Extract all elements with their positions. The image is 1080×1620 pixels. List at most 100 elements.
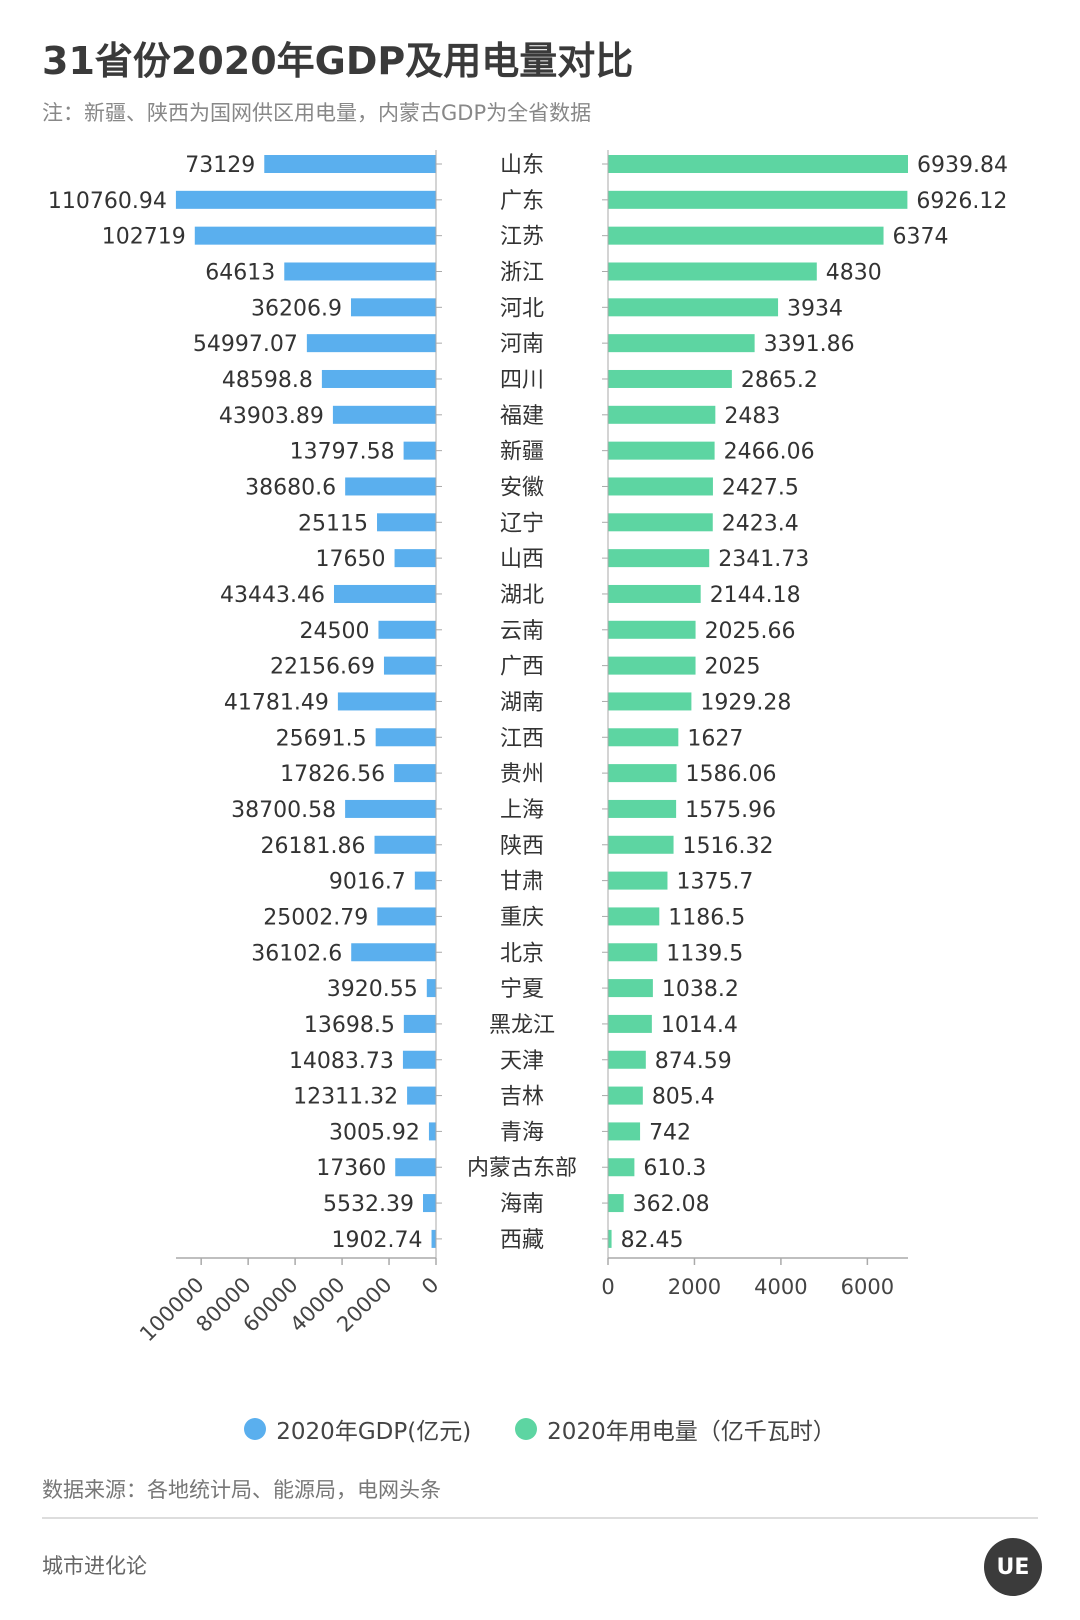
category-label: 河南 [500, 332, 544, 357]
power-bar [608, 549, 710, 568]
power-tick-label: 6000 [841, 1275, 894, 1299]
power-value-label: 1038.2 [662, 977, 739, 1002]
gdp-value-label: 1902.74 [332, 1228, 423, 1253]
category-label: 陕西 [500, 834, 544, 859]
gdp-value-label: 73129 [185, 153, 255, 178]
power-bar [608, 405, 716, 424]
gdp-bar [284, 262, 436, 281]
legend-label-power: 2020年用电量（亿千瓦时） [547, 1419, 836, 1445]
category-label: 甘肃 [500, 870, 544, 895]
power-bar [608, 1229, 612, 1248]
gdp-bar [306, 334, 436, 353]
power-value-label: 2483 [724, 404, 780, 429]
gdp-value-label: 38680.6 [245, 475, 336, 500]
power-bar-group: 6939.84 6926.12 6374 4830 3934 3391.86 2865.2 2… [608, 153, 1008, 1253]
category-label: 云南 [500, 619, 544, 644]
gdp-value-label: 43443.46 [220, 583, 325, 608]
category-label: 浙江 [500, 260, 544, 285]
power-value-label: 2865.2 [741, 368, 818, 393]
power-value-label: 2144.18 [710, 583, 801, 608]
power-bar [608, 584, 701, 603]
data-source: 数据来源：各地统计局、能源局，电网头条 [42, 1478, 441, 1502]
category-label: 福建 [500, 404, 544, 429]
gdp-value-label: 14083.73 [289, 1049, 394, 1074]
gdp-bar [414, 871, 436, 890]
power-bar [608, 298, 779, 317]
power-value-label: 6939.84 [917, 153, 1008, 178]
power-value-label: 2025 [705, 655, 761, 680]
category-label: 贵州 [500, 762, 544, 787]
power-value-label: 2466.06 [724, 440, 815, 465]
gdp-bar [337, 692, 436, 711]
gdp-value-label: 64613 [205, 260, 275, 285]
gdp-value-label: 17650 [316, 547, 386, 572]
gdp-bar-group: 73129 110760.94 102719 64613 36206.9 54997.07… [48, 153, 436, 1253]
gdp-bar [333, 584, 436, 603]
power-tick-label: 2000 [668, 1275, 721, 1299]
power-value-label: 2341.73 [718, 547, 809, 572]
power-bar [608, 334, 755, 353]
brand-logo: UE [984, 1538, 1042, 1596]
gdp-bar [431, 1229, 436, 1248]
power-bar [608, 835, 674, 854]
chart-subtitle: 注：新疆、陕西为国网供区用电量，内蒙古GDP为全省数据 [42, 101, 592, 125]
legend: 2020年GDP(亿元) 2020年用电量（亿千瓦时） [0, 1412, 1080, 1446]
category-label: 山东 [500, 153, 544, 178]
gdp-bar [351, 943, 436, 962]
power-value-label: 82.45 [621, 1228, 684, 1253]
power-value-label: 2427.5 [722, 475, 799, 500]
power-bar [608, 190, 908, 209]
legend-item-power[interactable]: 2020年用电量（亿千瓦时） [515, 1412, 836, 1446]
power-bar [608, 871, 668, 890]
power-bar [608, 1122, 641, 1141]
chart-title: 31省份2020年GDP及用电量对比 [42, 39, 634, 83]
legend-item-gdp[interactable]: 2020年GDP(亿元) [244, 1412, 471, 1446]
category-label: 江西 [500, 726, 544, 751]
gdp-bar [428, 1122, 436, 1141]
gdp-value-label: 25002.79 [263, 905, 368, 930]
power-bar [608, 477, 713, 496]
gdp-value-label: 54997.07 [193, 332, 298, 357]
power-value-label: 610.3 [643, 1156, 706, 1181]
gdp-value-label: 12311.32 [293, 1085, 398, 1110]
gdp-bar [375, 728, 436, 747]
gdp-tick-label: 100000 [135, 1273, 209, 1347]
gdp-value-label: 13698.5 [304, 1013, 395, 1038]
gdp-bar [403, 1014, 436, 1033]
power-bar [608, 764, 677, 783]
gdp-bar [395, 1158, 436, 1177]
power-bar [608, 226, 884, 245]
brand-name: 城市进化论 [42, 1554, 147, 1578]
power-bar [608, 799, 677, 818]
power-bar [608, 692, 692, 711]
power-value-label: 3934 [787, 296, 843, 321]
gdp-value-label: 9016.7 [329, 870, 406, 895]
category-label: 安徽 [500, 475, 544, 500]
gdp-bar [377, 513, 436, 532]
power-value-label: 805.4 [652, 1085, 715, 1110]
gdp-bar [175, 190, 436, 209]
category-label: 重庆 [500, 905, 544, 930]
power-value-label: 1014.4 [661, 1013, 738, 1038]
power-bar [608, 441, 715, 460]
gdp-bar [345, 799, 436, 818]
gdp-value-label: 41781.49 [224, 690, 329, 715]
power-bar [608, 907, 660, 926]
gdp-bar [194, 226, 436, 245]
power-bar [608, 1014, 652, 1033]
category-label: 湖北 [500, 583, 544, 608]
gdp-value-label: 13797.58 [290, 440, 395, 465]
gdp-value-label: 5532.39 [323, 1192, 414, 1217]
gdp-bar [378, 620, 436, 639]
power-value-label: 1139.5 [666, 941, 743, 966]
category-label: 湖南 [500, 690, 544, 715]
category-label: 广东 [500, 189, 544, 214]
category-label: 山西 [500, 547, 544, 572]
power-value-label: 1516.32 [683, 834, 774, 859]
gdp-bar [403, 441, 436, 460]
power-value-label: 1186.5 [668, 905, 745, 930]
gdp-value-label: 3920.55 [327, 977, 418, 1002]
category-label: 天津 [500, 1049, 544, 1074]
power-tick-label: 4000 [754, 1275, 807, 1299]
